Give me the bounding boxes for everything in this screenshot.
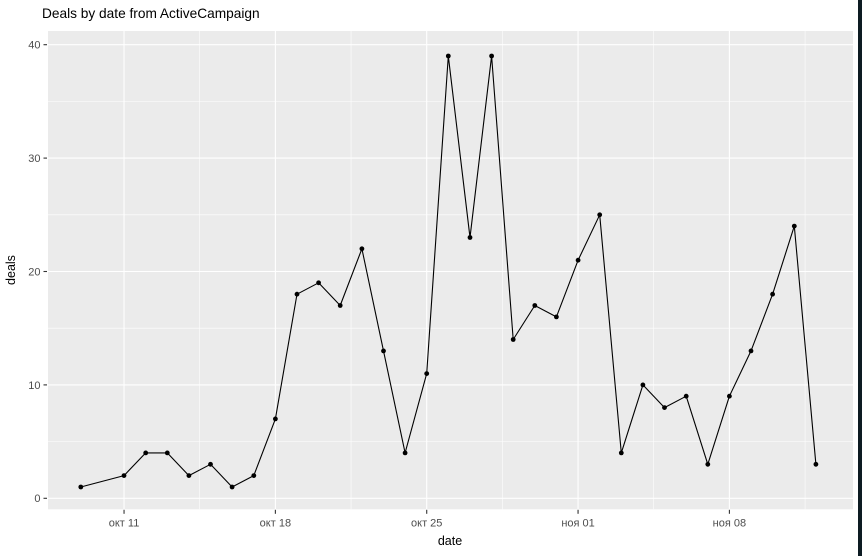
x-axis-tick-label: окт 25 [411,518,442,530]
data-point [748,348,754,354]
data-point [770,291,775,297]
data-point [121,473,127,478]
x-axis-tick-label: ноя 08 [713,518,746,530]
data-point [78,484,84,490]
data-point [510,337,516,342]
y-axis-tick-label: 10 [28,380,40,392]
data-point [554,314,559,320]
y-axis-title: deals [4,255,18,285]
data-point [164,450,170,456]
window-edge [858,0,862,556]
series-line [80,55,817,488]
data-point [208,461,213,467]
y-axis-tick-label: 40 [28,40,40,52]
y-axis-tick-label: 20 [28,266,40,278]
data-point [467,235,473,240]
data-point [402,450,408,456]
data-point [251,473,257,478]
data-point [445,53,451,59]
y-axis-tick-label: 30 [28,153,40,165]
data-point [273,416,278,422]
data-point [640,382,646,388]
data-series [78,53,819,490]
data-point [316,280,321,286]
data-point [489,53,494,59]
data-point [294,291,300,297]
data-point [575,257,581,263]
data-point [662,405,667,410]
x-axis-tick-label: ноя 01 [561,518,594,530]
x-axis-tick-label: окт 11 [109,518,140,530]
data-point [705,461,711,467]
y-axis-tick-labels: 0 10 20 30 40 [28,40,40,506]
data-point [337,303,343,308]
plot-panel [48,31,853,510]
y-axis-tick-label: 0 [34,493,40,505]
x-axis-tick-labels: окт 11 окт 18 окт 25 ноя 01 ноя 08 [109,518,746,530]
minor-gridlines [48,31,853,510]
data-point [618,450,624,456]
chart-title: Deals by date from ActiveCampaign [42,6,260,21]
x-axis-tick-label: окт 18 [260,518,291,530]
major-gridlines [48,31,853,510]
axis-tick-marks [43,44,730,514]
data-point [229,484,235,490]
data-point [791,223,797,229]
data-point [532,303,538,308]
data-point [143,450,149,456]
data-point [359,246,365,252]
data-point [381,348,386,354]
data-point [597,212,603,218]
data-point [813,461,819,467]
data-point [424,371,430,376]
data-point [186,473,192,478]
data-point [683,393,689,399]
data-point [727,393,732,399]
x-axis-title: date [438,534,462,548]
